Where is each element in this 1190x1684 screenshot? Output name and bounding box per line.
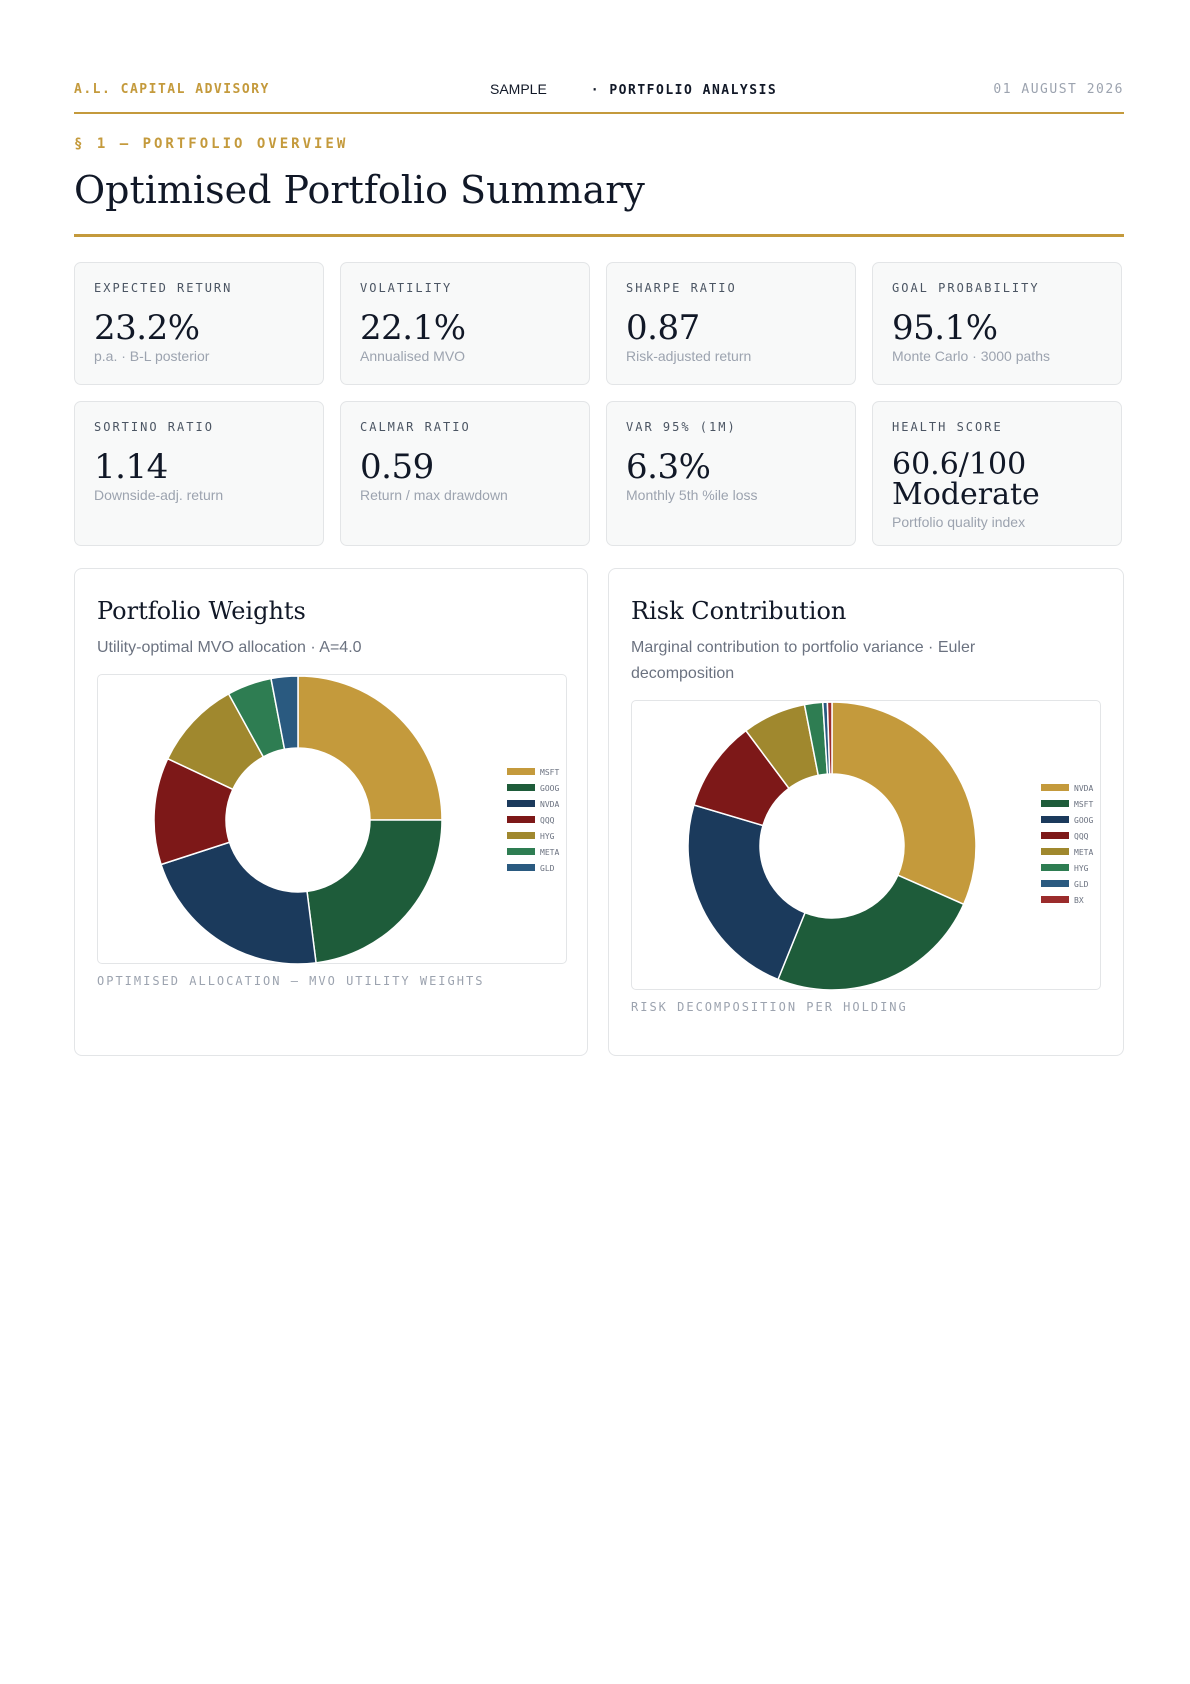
metric-card-var: VAR 95% (1M) 6.3% Monthly 5th %ile loss <box>606 401 856 546</box>
legend-label-goog: GOOG <box>540 784 559 793</box>
metric-sub: Annualised MVO <box>360 348 466 364</box>
report-header: A.L. CAPITAL ADVISORY SAMPLE · PORTFOLIO… <box>74 78 1124 114</box>
legend-swatch-qqq <box>507 816 535 823</box>
metric-card-calmar-ratio: CALMAR RATIO 0.59 Return / max drawdown <box>340 401 590 546</box>
risk-contribution-panel: Risk Contribution Marginal contribution … <box>608 568 1124 1056</box>
sample-label: SAMPLE <box>490 81 547 97</box>
panel-title: Risk Contribution <box>631 597 847 625</box>
metric-value: 6.3% <box>626 447 711 487</box>
legend-label-nvda: NVDA <box>540 800 559 809</box>
report-name: · PORTFOLIO ANALYSIS <box>590 83 778 98</box>
metric-card-volatility: VOLATILITY 22.1% Annualised MVO <box>340 262 590 385</box>
metric-label: EXPECTED RETURN <box>94 281 233 295</box>
metric-card-health-score: HEALTH SCORE 60.6/100 Moderate Portfolio… <box>872 401 1122 546</box>
slice-nvda <box>831 701 977 906</box>
legend-swatch-goog <box>507 784 535 791</box>
metric-label: SHARPE RATIO <box>626 281 737 295</box>
legend-swatch-meta <box>1041 848 1069 855</box>
metric-value: 60.6/100 <box>892 447 1027 482</box>
metric-sub: Risk-adjusted return <box>626 348 752 364</box>
slice-goog <box>687 804 806 981</box>
report-date: 01 AUGUST 2026 <box>993 82 1124 97</box>
risk-chart-box: NVDA MSFT GOOG QQQ META HYG GLD BX <box>631 700 1101 991</box>
legend-swatch-msft <box>1041 800 1069 807</box>
metric-label: HEALTH SCORE <box>892 420 1003 434</box>
page-title: Optimised Portfolio Summary <box>74 168 645 212</box>
weights-chart-box: MSFT GOOG NVDA QQQ HYG META GLD <box>97 674 567 965</box>
slice-gld <box>270 675 299 751</box>
slice-msft <box>297 675 443 821</box>
legend-swatch-hyg <box>1041 864 1069 871</box>
legend-swatch-nvda <box>1041 784 1069 791</box>
slice-bx <box>826 701 833 775</box>
legend-label-gld: GLD <box>540 864 555 873</box>
legend-swatch-msft <box>507 768 535 775</box>
metric-label: VOLATILITY <box>360 281 453 295</box>
metric-card-goal-probability: GOAL PROBABILITY 95.1% Monte Carlo · 300… <box>872 262 1122 385</box>
metric-label: GOAL PROBABILITY <box>892 281 1040 295</box>
metric-sub: Monthly 5th %ile loss <box>626 487 758 503</box>
metric-value: 0.87 <box>626 308 700 348</box>
legend-label-msft: MSFT <box>540 768 559 777</box>
metric-sub: Monte Carlo · 3000 paths <box>892 348 1050 364</box>
metric-sub: Downside-adj. return <box>94 487 224 503</box>
legend-swatch-qqq <box>1041 832 1069 839</box>
legend-label-hyg: HYG <box>1074 864 1089 873</box>
legend-label-goog: GOOG <box>1074 816 1093 825</box>
legend-label-qqq: QQQ <box>1074 832 1089 841</box>
panel-description: Marginal contribution to portfolio varia… <box>631 639 976 682</box>
metric-value: 0.59 <box>360 447 434 487</box>
legend-label-nvda: NVDA <box>1074 784 1093 793</box>
metric-value: 23.2% <box>94 308 200 348</box>
metric-card-expected-return: EXPECTED RETURN 23.2% p.a. · B-L posteri… <box>74 262 324 385</box>
slice-msft <box>776 874 965 991</box>
legend-swatch-gld <box>1041 880 1069 887</box>
legend-label-qqq: QQQ <box>540 816 555 825</box>
legend-swatch-hyg <box>507 832 535 839</box>
portfolio-weights-panel: Portfolio Weights Utility-optimal MVO al… <box>74 568 588 1056</box>
legend-swatch-bx <box>1041 896 1069 903</box>
metric-label: VAR 95% (1M) <box>626 420 737 434</box>
firm-name: A.L. CAPITAL ADVISORY <box>74 82 270 97</box>
legend-label-meta: META <box>540 848 559 857</box>
panel-title: Portfolio Weights <box>97 597 306 625</box>
metric-sub: Portfolio quality index <box>892 514 1026 530</box>
header-center: SAMPLE · PORTFOLIO ANALYSIS <box>490 81 777 98</box>
metric-value: 22.1% <box>360 308 466 348</box>
metric-card-sortino-ratio: SORTINO RATIO 1.14 Downside-adj. return <box>74 401 324 546</box>
legend-label-hyg: HYG <box>540 832 555 841</box>
slice-nvda <box>160 841 317 965</box>
panel-description: Utility-optimal MVO allocation · A=4.0 <box>97 639 362 656</box>
legend-label-msft: MSFT <box>1074 800 1093 809</box>
legend-swatch-meta <box>507 848 535 855</box>
legend-swatch-goog <box>1041 816 1069 823</box>
metric-value: 1.14 <box>94 447 168 487</box>
metric-label: CALMAR RATIO <box>360 420 471 434</box>
legend-label-meta: META <box>1074 848 1093 857</box>
weights-donut-chart: MSFT GOOG NVDA QQQ HYG META GLD <box>153 675 559 965</box>
legend-swatch-nvda <box>507 800 535 807</box>
legend-swatch-gld <box>507 864 535 871</box>
chart-caption: OPTIMISED ALLOCATION — MVO UTILITY WEIGH… <box>97 974 485 988</box>
metric-card-sharpe-ratio: SHARPE RATIO 0.87 Risk-adjusted return <box>606 262 856 385</box>
legend-label-gld: GLD <box>1074 880 1089 889</box>
metric-sub: Return / max drawdown <box>360 487 508 503</box>
metric-label: SORTINO RATIO <box>94 420 214 434</box>
chart-caption: RISK DECOMPOSITION PER HOLDING <box>631 1000 908 1014</box>
metric-value: 95.1% <box>892 308 998 348</box>
metric-value-rating: Moderate <box>892 477 1040 512</box>
section-label: § 1 — PORTFOLIO OVERVIEW <box>74 136 349 152</box>
title-divider <box>74 234 1124 237</box>
risk-donut-chart: NVDA MSFT GOOG QQQ META HYG GLD BX <box>687 701 1093 991</box>
metric-sub: p.a. · B-L posterior <box>94 348 210 364</box>
slice-goog <box>306 819 443 964</box>
legend-label-bx: BX <box>1074 896 1084 905</box>
